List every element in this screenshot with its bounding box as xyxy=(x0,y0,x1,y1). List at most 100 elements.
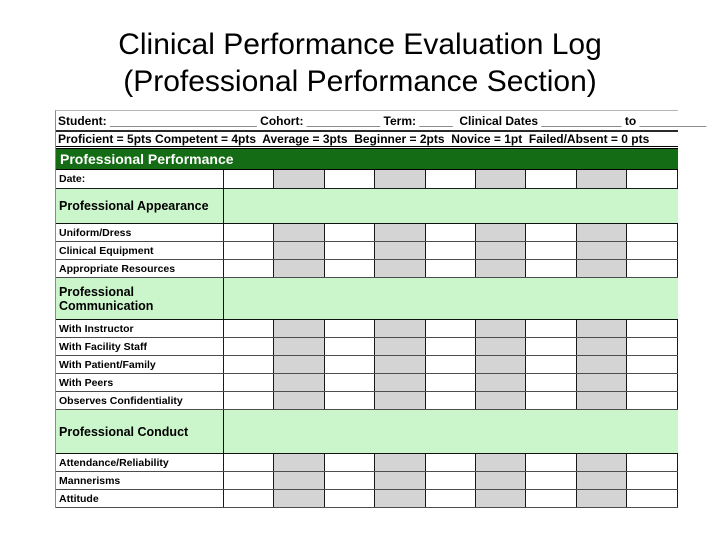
criterion-row-attitude-score-cell-3 xyxy=(324,490,376,507)
criterion-row-observes-confidentiality-score-cell-7 xyxy=(526,392,577,409)
criterion-row-with-patient-family-score-cell-1 xyxy=(224,356,275,373)
date-row-score-cell-4 xyxy=(375,170,426,188)
criterion-row-attendance-reliability-score-cell-7 xyxy=(526,454,577,471)
criterion-row-appropriate-resources-score-cell-6 xyxy=(475,260,527,277)
criterion-row-appropriate-resources-score-cell-4 xyxy=(375,260,426,277)
criterion-row-attendance-reliability-score-cell-6 xyxy=(475,454,527,471)
criterion-label-attendance-reliability: Attendance/Reliability xyxy=(56,454,224,471)
section-label-professional-communication: Professional Communication xyxy=(56,278,224,319)
criterion-row-uniform-dress-score-cell-9 xyxy=(627,224,678,241)
rating-scale-text: Proficient = 5pts Competent = 4pts Avera… xyxy=(58,132,650,146)
criterion-row-attendance-reliability-score-cell-1 xyxy=(224,454,275,471)
criterion-row-appropriate-resources-score-cell-2 xyxy=(274,260,325,277)
criterion-row-appropriate-resources-score-cell-7 xyxy=(526,260,577,277)
criterion-label-appropriate-resources: Appropriate Resources xyxy=(56,260,224,277)
criterion-row-mannerisms-score-cell-5 xyxy=(425,472,476,489)
criterion-row-mannerisms-score-cell-6 xyxy=(475,472,527,489)
criterion-row-uniform-dress-score-cell-8 xyxy=(576,224,628,241)
date-row-score-cell-1 xyxy=(224,170,275,188)
title-line-1: Clinical Performance Evaluation Log xyxy=(118,28,602,61)
criterion-row-attendance-reliability-score-cell-5 xyxy=(425,454,476,471)
criterion-row-mannerisms-score-cell-2 xyxy=(274,472,325,489)
date-row: Date: xyxy=(56,170,678,189)
criterion-row-with-instructor-score-cell-7 xyxy=(526,320,577,337)
section-label-professional-appearance: Professional Appearance xyxy=(56,189,224,223)
criterion-row-with-patient-family-score-cell-4 xyxy=(375,356,426,373)
date-row-score-cell-6 xyxy=(475,170,527,188)
criterion-row-with-instructor-score-cell-2 xyxy=(274,320,325,337)
section-row-professional-communication: Professional Communication xyxy=(56,278,678,320)
date-row-score-cell-7 xyxy=(526,170,577,188)
criterion-row-with-patient-family-score-cell-9 xyxy=(627,356,678,373)
criterion-row-observes-confidentiality-score-cell-9 xyxy=(627,392,678,409)
criterion-row-uniform-dress: Uniform/Dress xyxy=(56,224,678,242)
criterion-row-observes-confidentiality-score-cell-8 xyxy=(576,392,628,409)
criterion-row-mannerisms-score-cell-1 xyxy=(224,472,275,489)
criterion-row-with-patient-family-score-cell-5 xyxy=(425,356,476,373)
criterion-row-mannerisms: Mannerisms xyxy=(56,472,678,490)
criterion-label-with-instructor: With Instructor xyxy=(56,320,224,337)
criterion-row-attendance-reliability-score-cell-3 xyxy=(324,454,376,471)
criterion-row-attitude-score-cell-5 xyxy=(425,490,476,507)
criterion-row-attitude-score-cell-6 xyxy=(475,490,527,507)
criterion-row-attendance-reliability-score-cell-4 xyxy=(375,454,426,471)
title-line-2: (Professional Performance Section) xyxy=(123,65,597,98)
criterion-label-clinical-equipment: Clinical Equipment xyxy=(56,242,224,259)
criterion-row-attitude-score-cell-8 xyxy=(576,490,628,507)
criterion-row-with-peers-score-cell-4 xyxy=(375,374,426,391)
section-merged-area-professional-appearance xyxy=(224,189,678,223)
section-merged-area-professional-conduct xyxy=(224,410,678,453)
criterion-row-attendance-reliability: Attendance/Reliability xyxy=(56,454,678,472)
student-info-row: Student: ______________________ Cohort: … xyxy=(56,111,706,132)
criterion-row-with-instructor-score-cell-3 xyxy=(324,320,376,337)
criterion-row-clinical-equipment-score-cell-8 xyxy=(576,242,628,259)
criterion-row-attitude-score-cell-2 xyxy=(274,490,325,507)
criterion-row-uniform-dress-score-cell-4 xyxy=(375,224,426,241)
criterion-row-attendance-reliability-score-cell-2 xyxy=(274,454,325,471)
criterion-row-uniform-dress-score-cell-5 xyxy=(425,224,476,241)
criterion-label-mannerisms: Mannerisms xyxy=(56,472,224,489)
criterion-row-with-facility-staff-score-cell-2 xyxy=(274,338,325,355)
criterion-row-uniform-dress-score-cell-3 xyxy=(324,224,376,241)
criterion-row-mannerisms-score-cell-3 xyxy=(324,472,376,489)
date-row-score-cell-9 xyxy=(627,170,678,188)
student-info-text: Student: ______________________ Cohort: … xyxy=(58,114,707,128)
criterion-row-mannerisms-score-cell-8 xyxy=(576,472,628,489)
criterion-row-with-facility-staff-score-cell-4 xyxy=(375,338,426,355)
table-body: Date: Professional Appearance Uniform/Dres… xyxy=(56,170,678,508)
section-merged-area-professional-communication xyxy=(224,278,678,319)
criterion-label-with-peers: With Peers xyxy=(56,374,224,391)
criterion-row-with-facility-staff: With Facility Staff xyxy=(56,338,678,356)
criterion-row-with-facility-staff-score-cell-6 xyxy=(475,338,527,355)
criterion-row-with-facility-staff-score-cell-9 xyxy=(627,338,678,355)
date-row-score-cell-8 xyxy=(576,170,628,188)
criterion-row-attitude-score-cell-1 xyxy=(224,490,275,507)
section-row-professional-appearance: Professional Appearance xyxy=(56,189,678,224)
criterion-row-observes-confidentiality-score-cell-5 xyxy=(425,392,476,409)
criterion-row-with-patient-family-score-cell-2 xyxy=(274,356,325,373)
criterion-row-attitude-score-cell-7 xyxy=(526,490,577,507)
criterion-row-observes-confidentiality-score-cell-2 xyxy=(274,392,325,409)
criterion-row-observes-confidentiality-score-cell-6 xyxy=(475,392,527,409)
page-title: Clinical Performance Evaluation Log (Pro… xyxy=(0,26,720,100)
criterion-row-mannerisms-score-cell-7 xyxy=(526,472,577,489)
criterion-label-observes-confidentiality: Observes Confidentiality xyxy=(56,392,224,409)
criterion-row-with-patient-family: With Patient/Family xyxy=(56,356,678,374)
section-header-label: Professional Performance xyxy=(60,151,234,167)
criterion-row-uniform-dress-score-cell-7 xyxy=(526,224,577,241)
criterion-row-with-peers-score-cell-9 xyxy=(627,374,678,391)
criterion-row-with-facility-staff-score-cell-8 xyxy=(576,338,628,355)
criterion-label-with-patient-family: With Patient/Family xyxy=(56,356,224,373)
criterion-row-mannerisms-score-cell-9 xyxy=(627,472,678,489)
criterion-row-with-facility-staff-score-cell-5 xyxy=(425,338,476,355)
criterion-row-with-peers-score-cell-8 xyxy=(576,374,628,391)
date-row-score-cell-5 xyxy=(425,170,476,188)
criterion-row-attitude: Attitude xyxy=(56,490,678,508)
criterion-row-appropriate-resources: Appropriate Resources xyxy=(56,260,678,278)
criterion-row-with-instructor-score-cell-6 xyxy=(475,320,527,337)
section-label-professional-conduct: Professional Conduct xyxy=(56,410,224,453)
criterion-row-attendance-reliability-score-cell-8 xyxy=(576,454,628,471)
date-row-score-cell-3 xyxy=(324,170,376,188)
section-row-professional-conduct: Professional Conduct xyxy=(56,410,678,454)
